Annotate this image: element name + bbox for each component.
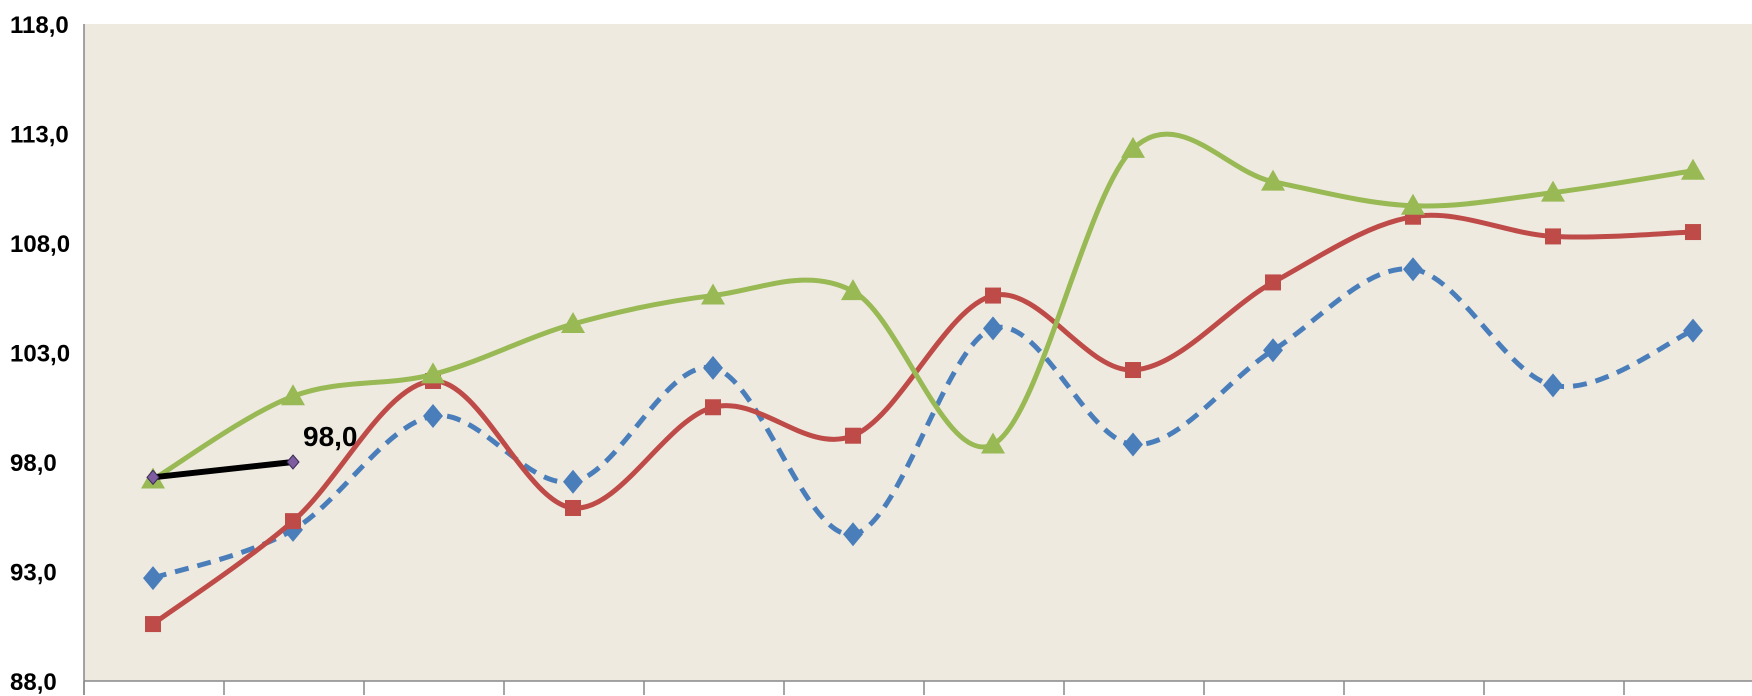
data-point-s0 bbox=[1403, 257, 1423, 282]
data-point-s0 bbox=[703, 355, 723, 380]
data-point-s0 bbox=[1683, 318, 1703, 343]
y-tick-label: 108,0 bbox=[10, 231, 70, 258]
y-tick-label: 118,0 bbox=[10, 12, 69, 39]
data-point-s2 bbox=[561, 312, 585, 334]
data-point-s2 bbox=[1401, 193, 1425, 215]
data-point-s3 bbox=[146, 469, 160, 486]
data-point-s0 bbox=[1263, 338, 1283, 363]
data-point-s2 bbox=[1121, 136, 1145, 158]
data-point-s3 bbox=[286, 454, 300, 470]
data-point-s1 bbox=[845, 427, 861, 444]
data-point-s1 bbox=[1545, 228, 1561, 245]
y-tick-label: 98,0 bbox=[10, 450, 57, 477]
data-point-s1 bbox=[1125, 362, 1141, 379]
y-tick-label: 93,0 bbox=[10, 560, 57, 587]
data-point-s2 bbox=[1261, 169, 1285, 191]
plot-area bbox=[84, 24, 1752, 681]
data-point-s1 bbox=[145, 616, 161, 633]
data-point-s1 bbox=[1685, 224, 1701, 241]
data-point-s2 bbox=[1681, 158, 1705, 180]
data-point-s2 bbox=[1541, 180, 1565, 202]
data-point-s0 bbox=[423, 404, 443, 429]
data-point-s1 bbox=[705, 399, 721, 416]
data-point-s0 bbox=[1543, 373, 1563, 398]
data-point-s2 bbox=[421, 362, 445, 384]
data-point-s0 bbox=[143, 566, 163, 591]
data-point-s2 bbox=[841, 279, 865, 301]
data-point-s0 bbox=[983, 316, 1003, 341]
data-point-s2 bbox=[281, 384, 305, 406]
data-label: 98,0 bbox=[303, 421, 358, 452]
data-point-s1 bbox=[985, 287, 1001, 304]
data-point-s1 bbox=[565, 499, 581, 516]
data-point-s0 bbox=[1123, 432, 1143, 457]
y-tick-label: 88,0 bbox=[10, 669, 57, 696]
y-tick-label: 103,0 bbox=[10, 341, 70, 368]
series-line-3 bbox=[150, 459, 296, 481]
data-point-s2 bbox=[981, 432, 1005, 454]
data-point-s0 bbox=[563, 469, 583, 494]
y-tick-label: 113,0 bbox=[10, 122, 69, 149]
data-point-s1 bbox=[1265, 274, 1281, 291]
data-point-s0 bbox=[843, 522, 863, 547]
data-point-s2 bbox=[701, 283, 725, 305]
data-point-s1 bbox=[285, 513, 301, 530]
